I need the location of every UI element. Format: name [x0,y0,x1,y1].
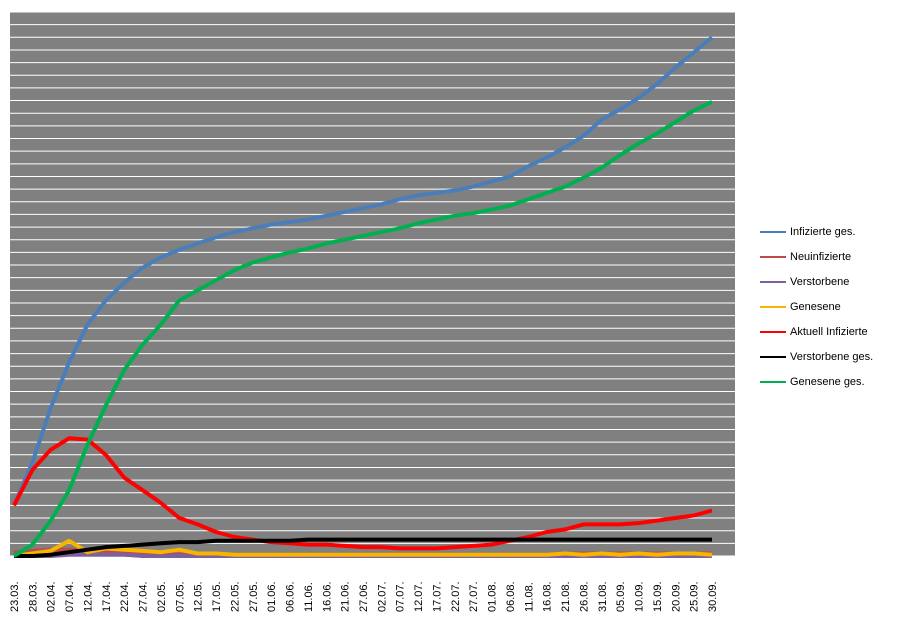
x-tick-label: 12.04. [82,581,94,612]
x-tick-label: 11.08. [523,582,535,612]
x-tick-label: 27.04. [138,581,150,612]
x-tick-label: 15.09. [652,581,664,612]
series-line [13,538,713,558]
x-tick-label: 17.04. [101,581,113,612]
x-tick-label: 31.08. [597,581,609,612]
x-tick-label: 30.09. [707,581,719,612]
series-line [12,35,714,507]
legend-label: Infizierte ges. [790,226,855,238]
x-tick-label: 27.05. [248,581,260,612]
x-tick-label: 06.06. [285,581,297,612]
legend-label: Genesene ges. [790,376,865,388]
x-tick-label: 25.09. [689,581,701,612]
series-line [14,537,712,558]
x-tick-label: 22.04. [119,581,131,612]
x-tick-label: 22.05. [229,581,241,612]
x-tick-label: 26.08. [578,581,590,612]
x-tick-label: 07.05. [174,581,186,612]
plot-area [10,12,735,556]
x-tick-label: 05.09. [615,581,627,612]
x-tick-label: 27.06. [358,581,370,612]
x-tick-label: 02.07. [376,581,388,612]
x-tick-label: 10.09. [634,581,646,612]
x-tick-label: 16.06. [321,581,333,612]
x-tick-label: 23.03. [9,581,21,612]
x-tick-label: 21.08. [560,581,572,612]
x-tick-label: 17.07. [431,581,443,612]
x-tick-label: 11.06. [303,582,315,612]
legend-label: Verstorbene ges. [790,351,873,363]
x-tick-label: 20.09. [670,581,682,612]
x-tick-label: 07.07. [395,581,407,612]
x-tick-label: 12.07. [413,581,425,612]
legend-label: Aktuell Infizierte [790,326,868,338]
x-tick-label: 28.03. [27,581,39,612]
series-line [12,99,713,558]
x-tick-label: 21.06. [340,581,352,612]
x-tick-label: 16.08. [542,581,554,612]
x-tick-label: 06.08. [505,581,517,612]
series-line [12,436,713,551]
x-tick-label: 07.04. [64,581,76,612]
x-tick-label: 01.06. [266,581,278,612]
x-tick-label: 01.08. [487,581,499,612]
legend-label: Neuinfizierte [790,251,851,263]
x-tick-label: 02.05. [156,581,168,612]
legend-label: Verstorbene [790,276,849,288]
x-tick-label: 22.07. [450,581,462,612]
x-tick-label: 17.05. [211,581,223,612]
x-tick-label: 02.04. [46,581,58,612]
x-tick-label: 27.07. [468,581,480,612]
legend: Infizierte ges. Neuinfizierte Verstorbene G… [760,226,873,388]
x-tick-label: 12.05. [193,581,205,612]
legend-label: Genesene [790,301,841,313]
